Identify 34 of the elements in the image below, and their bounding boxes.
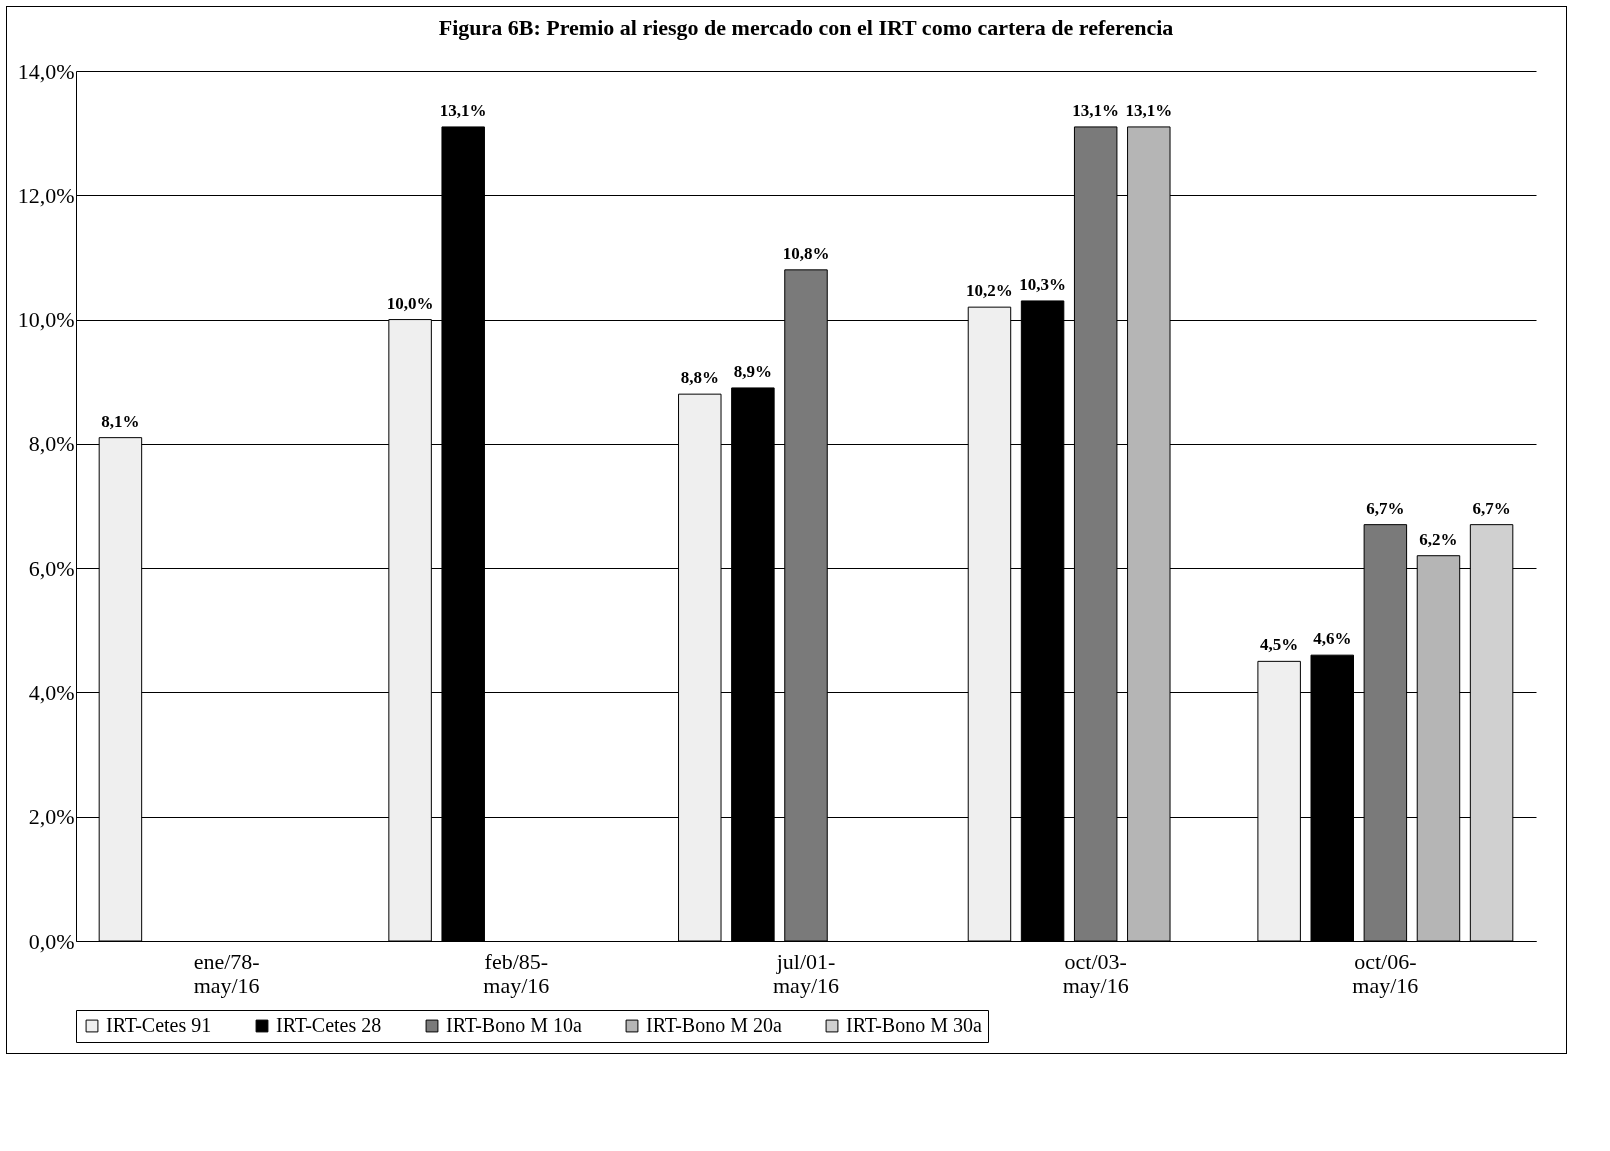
- data-label: 8,8%: [680, 368, 719, 388]
- data-label: 10,8%: [782, 243, 830, 263]
- data-label: 4,6%: [1313, 629, 1352, 649]
- data-label: 13,1%: [1072, 100, 1120, 120]
- data-label: 10,3%: [1019, 274, 1066, 294]
- legend-label: IRT-Bono M 10a: [446, 1014, 582, 1036]
- y-tick-label: 2,0%: [28, 804, 75, 830]
- x-tick-label: oct/03-may/16: [1062, 948, 1129, 998]
- chart-title: Figura 6B: Premio al riesgo de mercado con el IRT como cartera de referencia: [438, 15, 1174, 40]
- data-label: 10,0%: [386, 293, 434, 313]
- data-label: 6,7%: [1366, 498, 1405, 518]
- y-tick-label: 4,0%: [28, 679, 75, 705]
- y-tick-label: 6,0%: [28, 555, 75, 581]
- data-label: 4,5%: [1260, 635, 1299, 655]
- legend-label: IRT-Cetes 91: [106, 1014, 212, 1036]
- y-tick-label: 12,0%: [17, 182, 75, 208]
- y-tick-label: 0,0%: [28, 928, 75, 954]
- data-label: 6,7%: [1472, 498, 1511, 518]
- data-label: 13,1%: [1125, 100, 1173, 120]
- y-tick-label: 14,0%: [17, 58, 75, 84]
- data-label: 13,1%: [439, 100, 487, 120]
- data-label: 10,2%: [966, 281, 1013, 301]
- x-tick-label: oct/06-may/16: [1352, 948, 1419, 998]
- y-tick-label: 10,0%: [17, 307, 75, 333]
- data-label: 6,2%: [1419, 529, 1458, 549]
- y-tick-label: 8,0%: [28, 431, 75, 457]
- data-label: 8,9%: [733, 361, 773, 381]
- x-tick-label: ene/78-may/16: [193, 948, 260, 998]
- legend-label: IRT-Bono M 30a: [846, 1014, 982, 1036]
- legend-label: IRT-Cetes 28: [276, 1014, 382, 1036]
- data-label: 8,1%: [101, 411, 140, 431]
- x-tick-label: jul/01-may/16: [773, 948, 839, 998]
- legend-label: IRT-Bono M 20a: [646, 1014, 782, 1036]
- x-tick-label: feb/85-may/16: [483, 948, 550, 998]
